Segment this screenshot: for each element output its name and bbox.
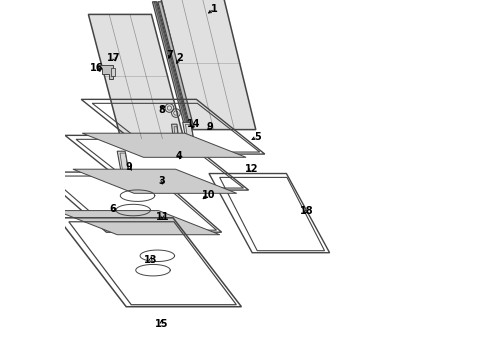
- Polygon shape: [73, 169, 237, 193]
- Text: 2: 2: [176, 53, 183, 63]
- Text: 5: 5: [254, 132, 261, 142]
- Polygon shape: [98, 65, 113, 79]
- Text: 3: 3: [159, 176, 166, 186]
- Text: 9: 9: [207, 122, 214, 132]
- Text: 18: 18: [300, 206, 314, 216]
- Polygon shape: [172, 124, 180, 155]
- Text: 11: 11: [155, 212, 169, 222]
- Text: 7: 7: [167, 50, 173, 60]
- Polygon shape: [152, 2, 189, 128]
- Text: 6: 6: [109, 204, 116, 214]
- Text: 15: 15: [155, 319, 168, 329]
- Text: 10: 10: [201, 190, 215, 200]
- Text: 13: 13: [144, 255, 157, 265]
- Text: 1: 1: [211, 4, 218, 14]
- Text: 17: 17: [107, 53, 121, 63]
- Text: 14: 14: [187, 119, 200, 129]
- Bar: [111, 68, 116, 76]
- Polygon shape: [160, 0, 256, 130]
- Text: 12: 12: [245, 164, 258, 174]
- Polygon shape: [56, 211, 220, 235]
- Polygon shape: [117, 151, 130, 180]
- Polygon shape: [88, 14, 184, 139]
- Polygon shape: [82, 133, 246, 157]
- Text: 4: 4: [176, 150, 183, 161]
- Text: 8: 8: [158, 105, 165, 115]
- Polygon shape: [183, 122, 196, 151]
- Polygon shape: [158, 2, 194, 128]
- Text: 9: 9: [126, 162, 132, 172]
- Text: 16: 16: [90, 63, 103, 73]
